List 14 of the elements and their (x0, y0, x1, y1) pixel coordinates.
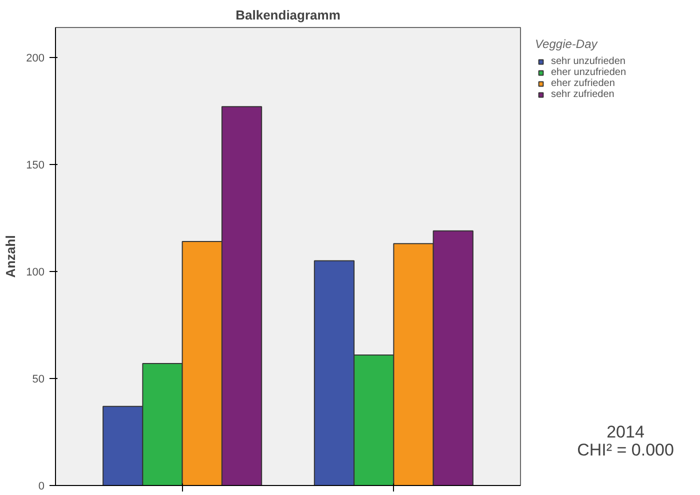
y-tick-label: 50 (32, 373, 45, 386)
chart-title: Balkendiagramm (236, 8, 340, 22)
legend-label: sehr unzufrieden (551, 56, 626, 67)
legend-label: eher unzufrieden (551, 67, 626, 78)
legend-title: Veggie-Day (535, 37, 599, 51)
y-axis-title: Anzahl (3, 235, 18, 278)
legend-label: eher zufrieden (551, 78, 615, 89)
text: CHI² = 0.000 (577, 440, 674, 460)
legend-label: sehr zufrieden (551, 89, 614, 100)
y-tick-label: 200 (26, 52, 45, 64)
y-tick-label: 100 (26, 266, 45, 278)
text: 2014 (606, 422, 644, 442)
y-tick-label: 150 (26, 159, 45, 172)
y-tick-label: 0 (38, 480, 45, 492)
